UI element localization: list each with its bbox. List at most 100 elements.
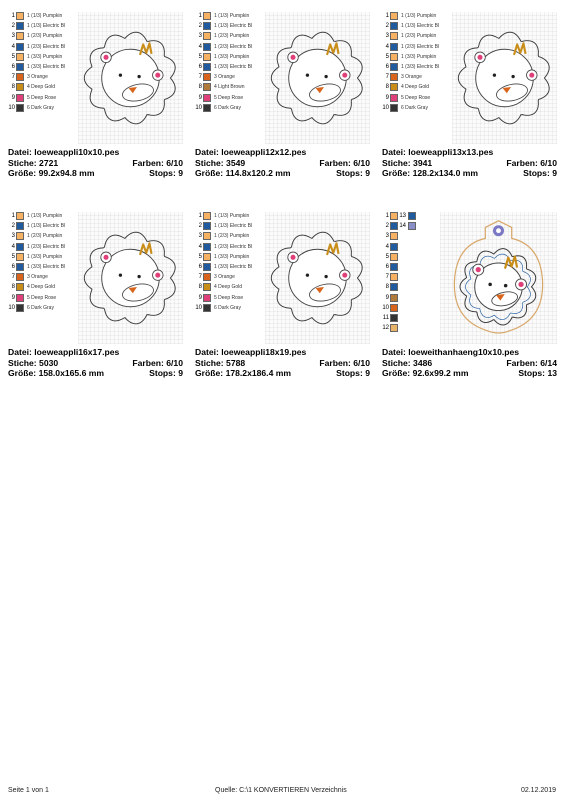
color-row: 1 1 (1/3) Pumpkin (195, 212, 265, 221)
color-row: 10 6 Dark Gray (195, 303, 265, 313)
color-name: 1 (2/3) Electric Bl (214, 43, 253, 50)
color-index: 9 (11, 294, 15, 301)
color-swatch (16, 32, 24, 41)
color-name: 6 Dark Gray (27, 104, 54, 111)
color-swatch (390, 83, 398, 92)
color-name: 6 Dark Gray (214, 104, 241, 111)
color-row: 7 3 Orange (8, 273, 78, 282)
color-row: 4 1 (2/3) Electric Bl (195, 42, 265, 52)
color-row: 3 1 (2/3) Pumpkin (195, 232, 265, 241)
stitch-count: 3941 (413, 157, 433, 168)
color-index: 3 (11, 33, 15, 40)
color-row: 7 (382, 273, 452, 282)
color-swatch (390, 314, 398, 322)
color-name: 1 (2/3) Electric Bl (401, 43, 440, 50)
color-index: 10 (8, 104, 15, 111)
design-info: Datei: loeweappli10x10.pes Stiche: 2721 F… (8, 147, 183, 178)
color-row: 5 1 (3/3) Pumpkin (382, 52, 452, 62)
color-swatch (16, 83, 24, 92)
color-swatch (203, 263, 211, 271)
color-swatch (203, 22, 211, 31)
design-info: Datei: loeweappli13x13.pes Stiche: 3941 F… (382, 147, 557, 178)
color-index: 5 (385, 253, 389, 260)
file-name: loeweappli13x13.pes (408, 147, 494, 157)
color-swatch (203, 222, 211, 231)
stop-count: 9 (178, 168, 183, 178)
color-swatch (390, 32, 398, 41)
color-index: 10 (382, 304, 389, 311)
lion-embroidery-icon (457, 31, 550, 125)
color-swatch (16, 273, 24, 282)
color-index: 13 (399, 213, 406, 219)
color-name: 1 (3/3) Electric Bl (27, 264, 66, 270)
color-name: 1 (2/3) Pumpkin (27, 33, 63, 40)
stop-count: 9 (365, 368, 370, 378)
color-row: 8 4 Deep Gold (195, 283, 265, 292)
color-name: 6 Dark Gray (401, 104, 428, 111)
color-index: 8 (198, 84, 202, 91)
color-name: 5 Deep Rose (214, 294, 244, 301)
color-index: 8 (198, 284, 202, 291)
color-swatch (390, 283, 398, 292)
color-index: 12 (382, 325, 389, 332)
color-count: 6/10 (166, 157, 183, 168)
color-swatch (390, 93, 398, 102)
design-size: 128.2x134.0 mm (412, 168, 479, 178)
color-index: 1 (11, 213, 15, 219)
color-swatch (390, 222, 398, 231)
color-index: 5 (198, 253, 202, 260)
color-row: 8 4 Deep Gold (8, 283, 78, 292)
color-row: 2 1 (1/3) Electric Bl (195, 222, 265, 231)
color-index: 2 (198, 23, 202, 30)
color-row: 13 (396, 212, 466, 221)
color-row: 4 1 (2/3) Electric Bl (382, 42, 452, 52)
lion-embroidery-icon (83, 231, 176, 325)
color-swatch (16, 103, 24, 112)
color-index: 4 (11, 243, 15, 250)
color-swatch (16, 252, 24, 261)
color-count: 6/14 (540, 357, 557, 368)
color-name: 3 Orange (27, 274, 48, 281)
color-index: 8 (11, 284, 15, 291)
color-row: 5 1 (3/3) Pumpkin (8, 252, 78, 262)
color-row: 8 (382, 283, 452, 292)
color-index: 4 (385, 243, 389, 250)
color-swatch (16, 283, 24, 292)
color-index: 10 (195, 104, 202, 111)
color-swatch (16, 293, 24, 302)
color-name: 1 (3/3) Electric Bl (27, 64, 66, 70)
color-name: 4 Deep Gold (27, 284, 56, 291)
color-row: 7 3 Orange (195, 73, 265, 82)
color-row: 2 1 (1/3) Electric Bl (195, 22, 265, 31)
color-row: 9 5 Deep Rose (195, 293, 265, 303)
color-count: 6/10 (353, 157, 370, 168)
color-index: 6 (385, 264, 389, 270)
color-row: 9 5 Deep Rose (382, 93, 452, 103)
color-row: 4 1 (2/3) Electric Bl (8, 42, 78, 52)
color-swatch (16, 232, 24, 241)
color-index: 10 (8, 304, 15, 311)
color-index: 7 (385, 74, 389, 81)
color-row: 10 6 Dark Gray (195, 103, 265, 113)
color-row: 14 (396, 222, 466, 231)
color-row: 1 1 (1/3) Pumpkin (8, 212, 78, 221)
color-swatch (203, 52, 211, 61)
color-swatch (203, 242, 211, 251)
color-index: 4 (11, 43, 15, 50)
color-row: 8 4 Deep Gold (382, 83, 452, 92)
design-size: 92.6x99.2 mm (412, 368, 469, 378)
color-swatch (408, 222, 416, 231)
color-index: 1 (385, 13, 389, 19)
color-row: 9 (382, 293, 452, 303)
color-swatch (203, 42, 211, 51)
color-name: 4 Deep Gold (401, 84, 430, 91)
design-size: 158.0x165.6 mm (38, 368, 105, 378)
design-thumbnail (78, 12, 183, 144)
color-name: 4 Deep Gold (214, 284, 243, 291)
color-name: 1 (3/3) Electric Bl (214, 64, 253, 70)
color-index: 2 (11, 223, 15, 230)
design-size: 178.2x186.4 mm (225, 368, 292, 378)
color-name: 3 Orange (401, 74, 422, 81)
design-thumbnail (440, 212, 557, 344)
color-row: 6 1 (3/3) Electric Bl (195, 263, 265, 272)
